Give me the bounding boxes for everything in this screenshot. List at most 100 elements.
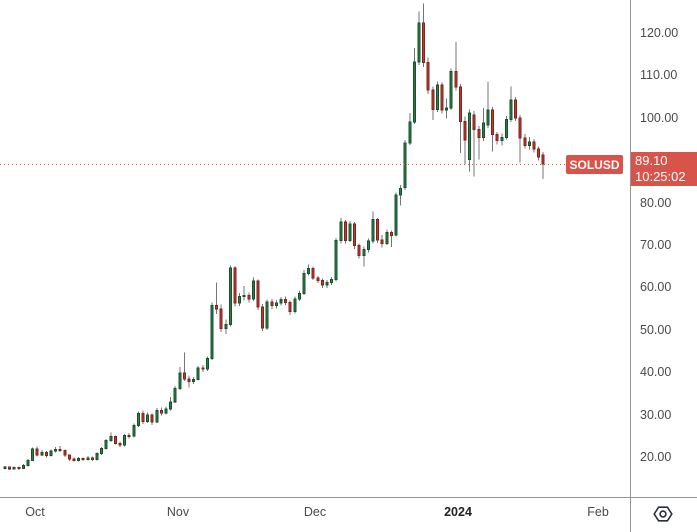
candle <box>224 319 228 334</box>
candle-body <box>311 267 315 279</box>
candle-body <box>348 223 352 242</box>
candle-body <box>187 378 191 382</box>
logo-hexagon-icon[interactable] <box>652 505 674 523</box>
candle <box>233 266 237 307</box>
candle-body <box>100 447 104 455</box>
candle <box>307 264 311 276</box>
candle <box>348 221 352 242</box>
candle-body <box>454 71 458 88</box>
candle-body <box>371 219 375 242</box>
price-axis[interactable]: 120.00 110.00 100.00 80.00 70.00 60.00 50.00 40… <box>630 0 697 497</box>
candle <box>320 278 324 288</box>
candle-body <box>514 99 518 119</box>
candle-body <box>435 84 439 110</box>
candle <box>72 457 76 462</box>
candle-body <box>366 240 370 251</box>
candle-body <box>81 458 85 461</box>
candle <box>330 277 334 286</box>
candle <box>26 459 30 467</box>
candle <box>297 290 301 301</box>
candle <box>118 441 122 447</box>
candle <box>463 116 467 165</box>
candle <box>3 465 7 470</box>
candle-body <box>40 451 44 456</box>
candle-body <box>468 112 472 161</box>
candle-body <box>274 302 278 307</box>
candle-body <box>95 453 99 460</box>
candle-body <box>233 267 237 304</box>
candle <box>196 365 200 381</box>
candle-body <box>159 409 163 414</box>
candle <box>81 457 85 462</box>
candle <box>357 243 361 259</box>
time-axis-label: Feb <box>587 505 609 519</box>
candle <box>8 466 12 471</box>
candle <box>238 292 242 307</box>
candle <box>527 136 531 150</box>
candle <box>113 435 117 445</box>
candle-body <box>449 71 453 109</box>
candlestick-plot[interactable] <box>0 0 630 497</box>
time-axis-label: Nov <box>166 505 190 519</box>
candle <box>210 302 214 360</box>
chart-pane[interactable]: SOLUSD <box>0 0 630 497</box>
candle-body <box>343 221 347 242</box>
candle <box>63 449 67 457</box>
candle-body <box>362 249 366 257</box>
candle-body <box>320 280 324 286</box>
candle <box>426 57 430 95</box>
candle-body <box>178 372 182 389</box>
candle-body <box>58 448 62 452</box>
candle <box>514 97 518 122</box>
candle <box>445 98 449 119</box>
candle-body <box>192 378 196 382</box>
candle <box>136 411 140 427</box>
candle-body <box>403 142 407 189</box>
candle <box>256 279 260 310</box>
candle <box>215 282 219 315</box>
candle <box>399 185 403 206</box>
candle <box>58 445 62 452</box>
candle <box>454 41 458 91</box>
candle <box>159 407 163 416</box>
candle-body <box>54 448 58 452</box>
candle <box>477 125 481 160</box>
last-price-badge: 89.10 10:25:02 <box>630 152 697 186</box>
candle <box>302 269 306 295</box>
candle <box>95 452 99 461</box>
candle <box>311 266 315 281</box>
candle-body <box>330 279 334 284</box>
candle-body <box>334 240 338 281</box>
candle <box>17 466 21 471</box>
candle <box>532 138 536 153</box>
candle <box>109 432 113 443</box>
candle <box>458 83 462 153</box>
candle-body <box>35 448 39 456</box>
candle <box>132 423 136 438</box>
candle <box>123 434 127 447</box>
candle <box>270 299 274 309</box>
candle-body <box>123 435 127 446</box>
price-axis-label: 60.00 <box>640 280 672 295</box>
candle-body <box>251 280 255 300</box>
candle-body <box>3 466 7 469</box>
candle-body <box>164 408 168 414</box>
candle-body <box>541 154 545 165</box>
last-price-time: 10:25:02 <box>635 169 686 184</box>
time-axis-border <box>0 497 697 498</box>
candle-body <box>532 141 536 150</box>
candle <box>435 81 439 112</box>
candle <box>35 446 39 457</box>
candle-body <box>8 466 12 470</box>
candle <box>523 133 527 149</box>
price-axis-label: 120.00 <box>640 25 679 40</box>
candle-body <box>288 302 292 313</box>
candle-body <box>63 450 67 456</box>
time-axis[interactable]: Oct Nov Dec 2024 Feb <box>0 497 697 532</box>
candle <box>380 235 384 248</box>
candle <box>422 3 426 67</box>
candle <box>440 82 444 114</box>
candle-body <box>385 232 389 245</box>
candle-body <box>210 305 214 360</box>
